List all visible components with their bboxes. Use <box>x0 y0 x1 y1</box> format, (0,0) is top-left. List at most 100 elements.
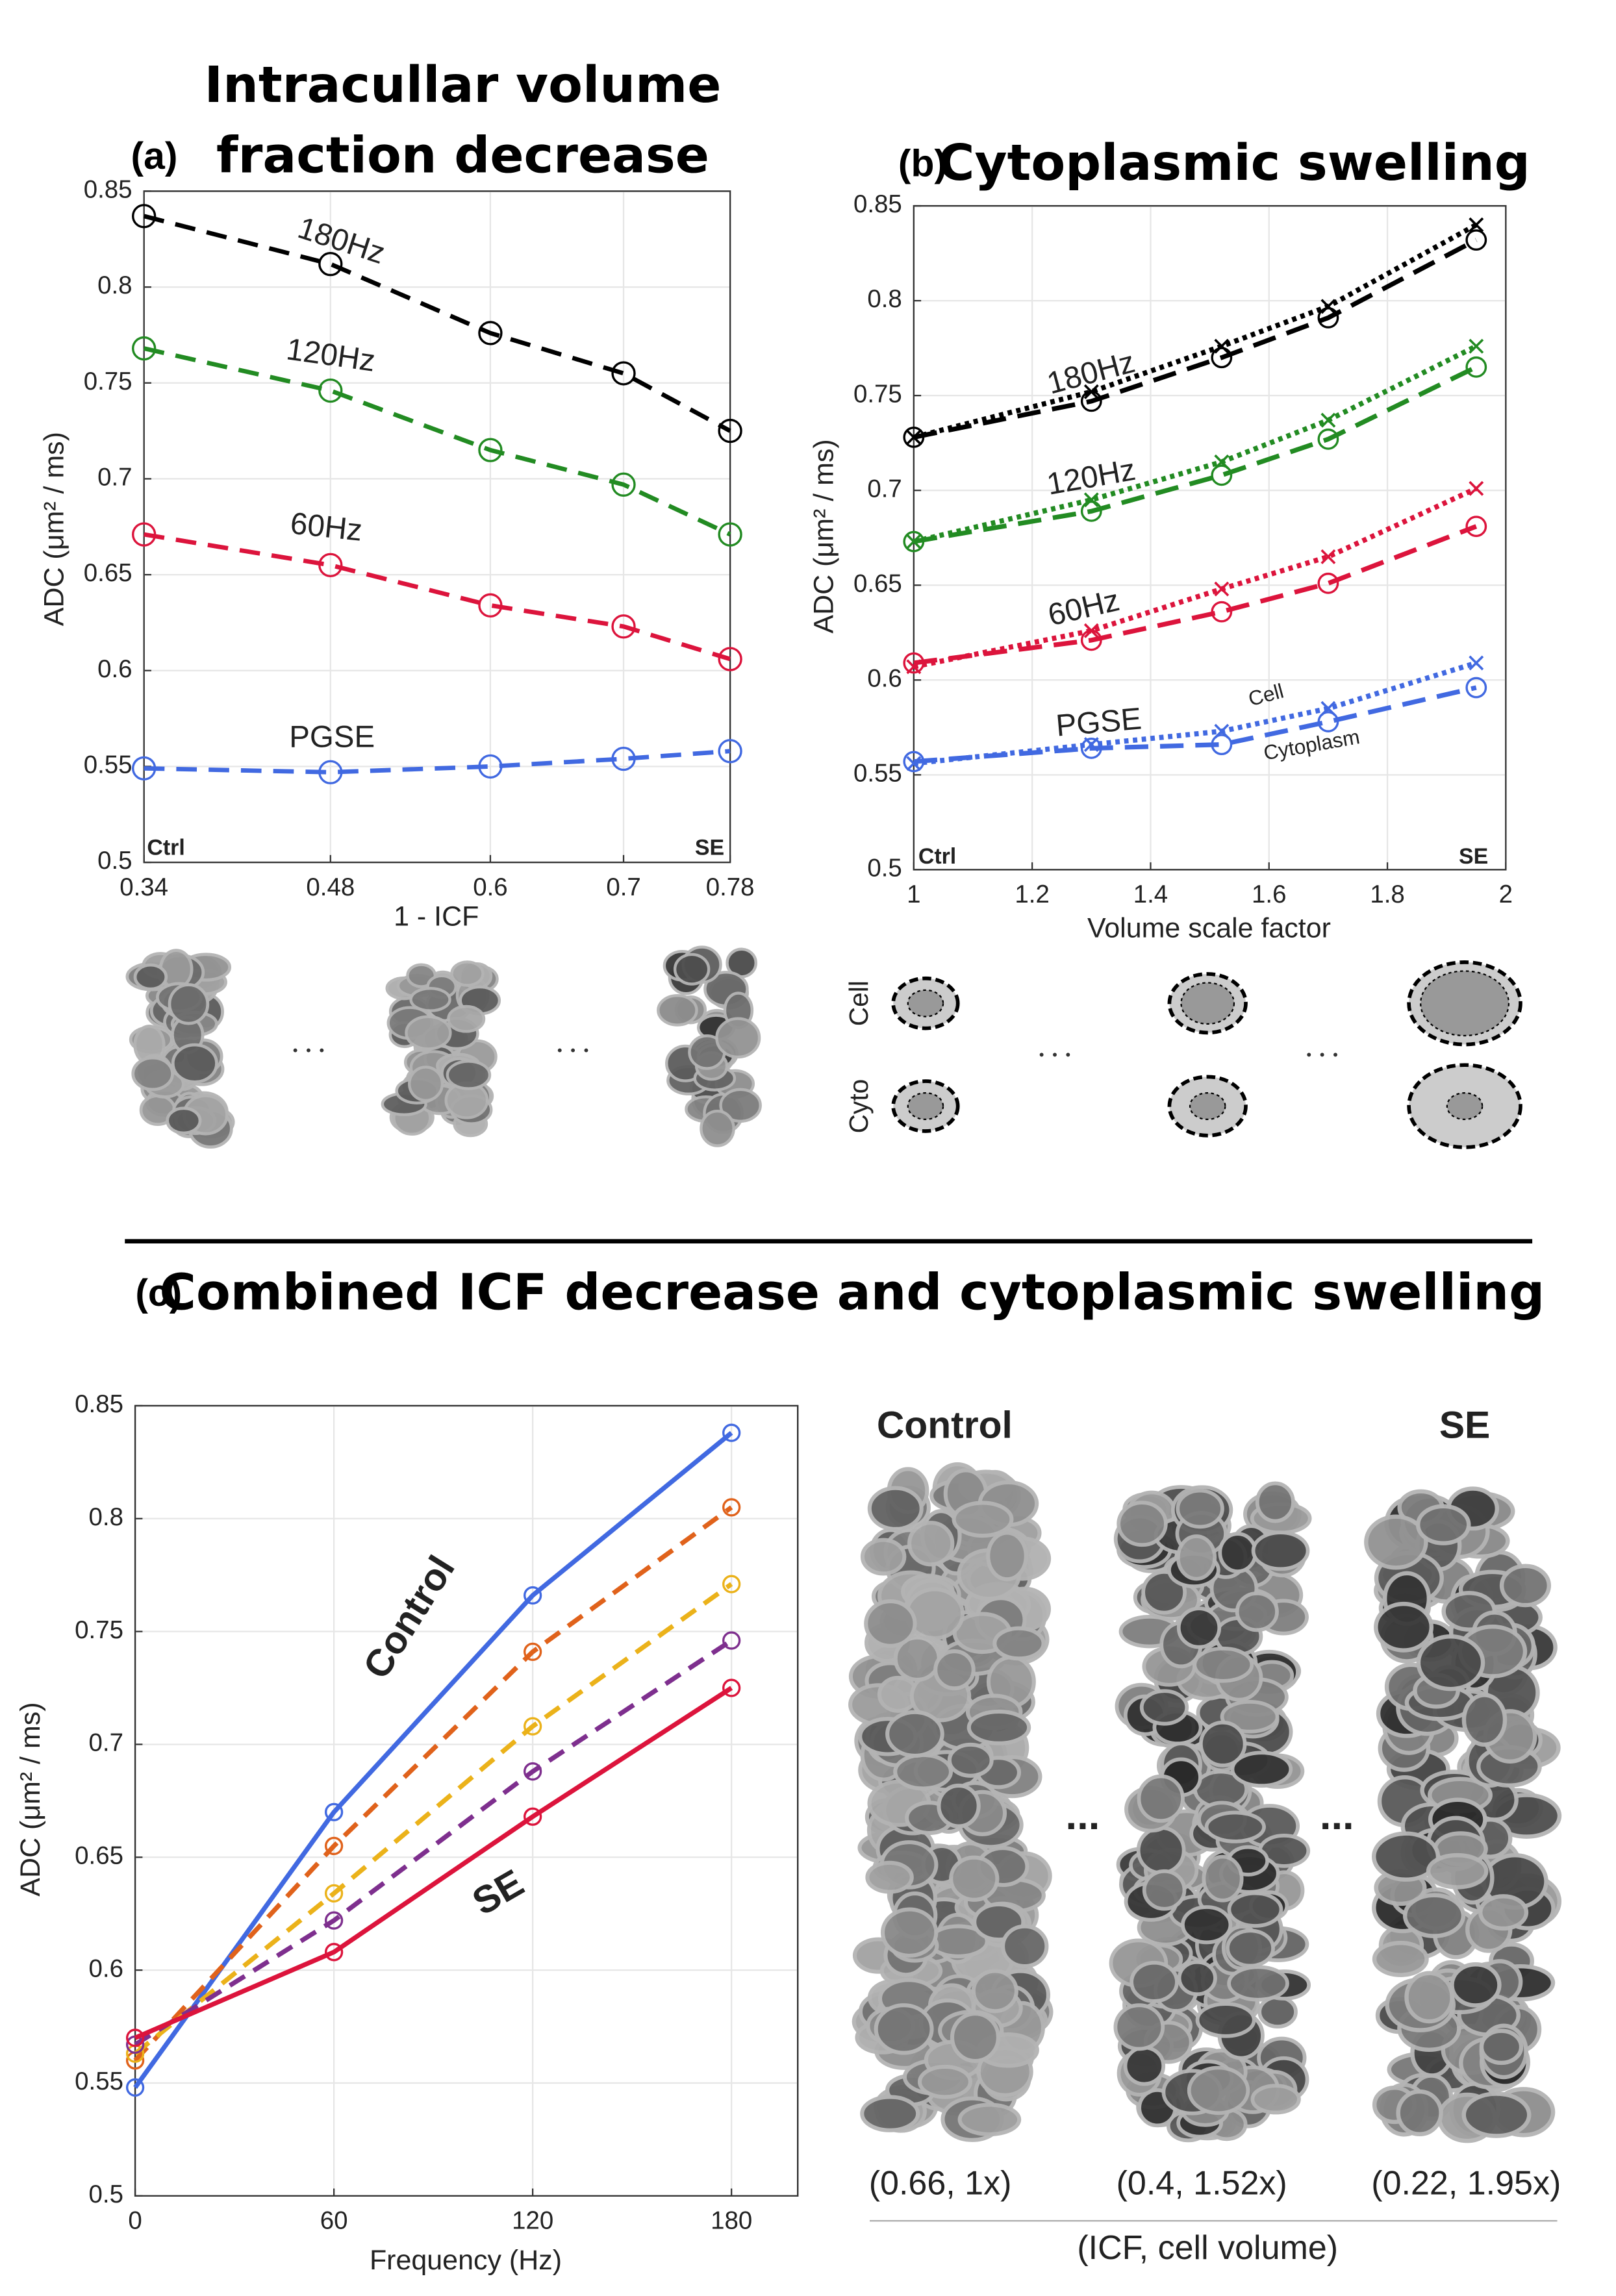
x-tick-label: 2 <box>1499 880 1513 908</box>
data-point <box>1465 229 1487 251</box>
cell <box>1130 1960 1179 2003</box>
y-tick-label: 0.7 <box>97 464 132 492</box>
data-point <box>1214 581 1230 597</box>
row-label: Cell <box>844 980 874 1026</box>
data-point <box>318 378 343 403</box>
cell <box>1227 1965 1289 2002</box>
series-line <box>913 365 1478 544</box>
cell <box>907 1521 955 1567</box>
cell <box>952 1501 1014 1538</box>
y-tick-label: 0.5 <box>89 2180 123 2208</box>
cell <box>1226 1928 1275 1968</box>
data-point <box>324 1803 344 1821</box>
data-point <box>131 336 157 361</box>
data-point <box>722 1575 741 1593</box>
data-point <box>1465 356 1487 378</box>
cluster-header: SE <box>1439 1404 1490 1446</box>
cell <box>1123 2045 1166 2086</box>
data-point <box>1083 384 1099 399</box>
x-tick-label: 120 <box>512 2207 553 2235</box>
cell <box>1402 1893 1466 1938</box>
data-point <box>523 1762 542 1781</box>
cell <box>408 1066 444 1102</box>
data-point <box>523 1642 542 1662</box>
series-line <box>134 1686 733 2040</box>
chart-title: Intracullar volume <box>205 56 722 114</box>
y-tick-label: 0.65 <box>84 559 133 587</box>
cell <box>715 1017 761 1059</box>
data-point <box>131 522 157 547</box>
data-point <box>318 251 343 277</box>
series-line <box>913 524 1478 666</box>
data-point <box>1465 516 1487 538</box>
caption-axis: (ICF, cell volume) <box>1077 2229 1338 2267</box>
data-point <box>906 756 922 771</box>
data-point <box>611 614 636 639</box>
ellipsis: ... <box>1320 1793 1354 1838</box>
data-point <box>478 321 503 345</box>
y-tick-label: 0.75 <box>84 368 133 395</box>
cell <box>874 2003 934 2055</box>
ellipsis-dot <box>1320 1053 1324 1057</box>
annotation: SE <box>695 836 724 860</box>
cell <box>1117 1501 1168 1547</box>
data-point <box>1469 217 1484 232</box>
cell <box>719 1088 762 1123</box>
data-point <box>1469 338 1484 354</box>
cell <box>1181 1905 1233 1945</box>
data-point <box>1211 734 1233 755</box>
plot-area <box>143 190 731 864</box>
cell <box>937 1783 981 1828</box>
plot-area <box>134 1404 799 2197</box>
cell <box>917 2064 972 2099</box>
data-point <box>718 522 742 547</box>
data-point <box>722 1423 741 1442</box>
data-point <box>1317 428 1339 450</box>
ellipsis-dot <box>1333 1053 1337 1057</box>
cell <box>1193 1646 1254 1683</box>
panel-label: (b) <box>898 143 947 185</box>
cell <box>1220 1700 1280 1734</box>
cell <box>168 983 210 1025</box>
data-point <box>1214 723 1230 739</box>
cell <box>1251 1530 1310 1571</box>
y-tick-label: 0.75 <box>853 380 902 408</box>
y-tick-label: 0.6 <box>97 655 132 683</box>
cell <box>893 1753 953 1791</box>
data-point <box>1317 572 1339 594</box>
cluster-caption: (0.22, 1.95x) <box>1371 2165 1561 2202</box>
cell <box>1461 1693 1508 1747</box>
cytoplasm <box>1180 982 1235 1025</box>
plot-frame <box>913 205 1507 871</box>
cell <box>1177 1960 1217 1997</box>
cytoplasm <box>907 1092 944 1121</box>
y-tick-label: 0.55 <box>853 759 902 787</box>
data-point <box>1211 464 1233 486</box>
y-tick-label: 0.85 <box>75 1390 123 1418</box>
y-tick-label: 0.85 <box>853 190 902 218</box>
cell <box>700 1109 735 1147</box>
y-tick-label: 0.7 <box>867 475 902 503</box>
cell <box>166 1106 202 1135</box>
cell <box>171 1043 218 1084</box>
cell <box>450 960 485 987</box>
data-point <box>1320 701 1336 716</box>
cell-cluster <box>657 945 762 1147</box>
data-point <box>318 760 343 784</box>
cell <box>1404 1971 1454 2024</box>
cell <box>950 2012 1000 2064</box>
ellipsis-dot <box>1066 1053 1070 1057</box>
data-point <box>1211 601 1233 623</box>
cell <box>860 2095 920 2132</box>
series-line <box>134 1638 733 2047</box>
cell <box>1137 1774 1185 1823</box>
cell <box>1230 1751 1293 1788</box>
cell <box>1204 1810 1266 1843</box>
data-point <box>722 1631 741 1650</box>
data-point <box>1469 480 1484 496</box>
cell <box>1374 1601 1434 1653</box>
data-point <box>1465 677 1487 699</box>
cell <box>1364 1514 1428 1570</box>
cell <box>957 2103 1022 2136</box>
